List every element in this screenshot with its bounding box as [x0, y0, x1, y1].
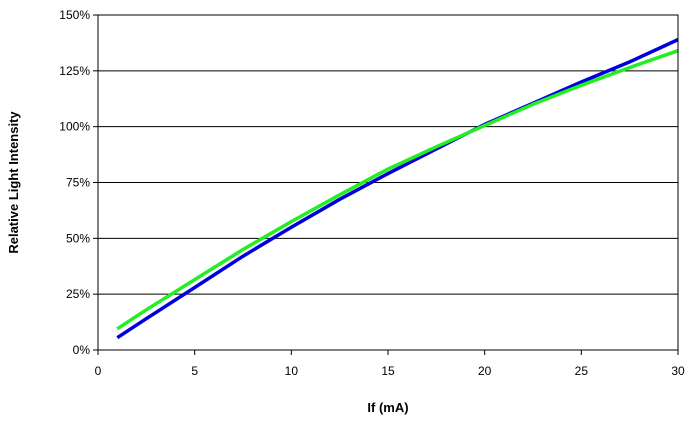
- x-tick-label: 25: [575, 364, 589, 378]
- x-tick-label: 5: [191, 364, 198, 378]
- gridlines: [98, 70, 678, 295]
- y-tick-label: 75%: [66, 176, 90, 190]
- series-line-2: [116, 49, 679, 331]
- y-axis-ticks: 0% 25% 50% 75% 100% 125% 150%: [59, 8, 98, 357]
- y-tick-label: 100%: [59, 120, 90, 134]
- y-tick-label: 0%: [73, 343, 91, 357]
- y-tick-label: 25%: [66, 287, 90, 301]
- x-axis-ticks: 0 5 10 15 20 25 30: [95, 350, 685, 378]
- x-tick-label: 15: [381, 364, 395, 378]
- x-tick-label: 10: [285, 364, 299, 378]
- y-tick-label: 150%: [59, 8, 90, 22]
- x-axis-title: If (mA): [367, 400, 408, 415]
- series-line-1: [116, 38, 679, 340]
- y-axis-title: Relative Light Intensity: [6, 111, 21, 254]
- x-tick-label: 20: [478, 364, 492, 378]
- series-lines: [116, 38, 679, 340]
- y-tick-label: 50%: [66, 231, 90, 245]
- y-tick-label: 125%: [59, 64, 90, 78]
- x-tick-label: 30: [671, 364, 685, 378]
- x-tick-label: 0: [95, 364, 102, 378]
